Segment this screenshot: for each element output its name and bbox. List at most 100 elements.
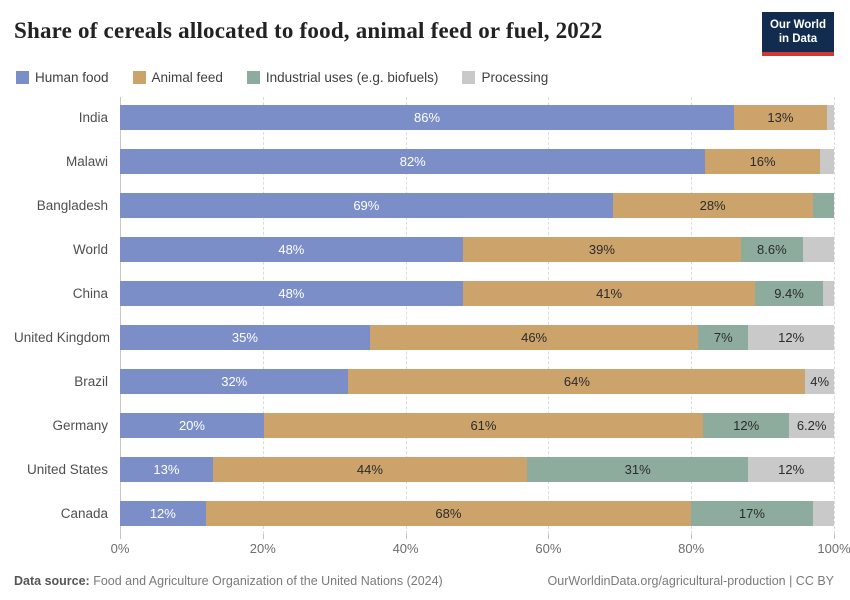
bar-value-label: 64% xyxy=(563,373,590,389)
bar-segment-processing[interactable] xyxy=(819,148,834,174)
country-label[interactable]: Germany xyxy=(52,417,108,433)
bar-segment-human-food[interactable]: 69% xyxy=(120,192,613,218)
bar-segment-animal-feed[interactable]: 39% xyxy=(462,236,742,262)
bar-track: 48% 39% 8.6% xyxy=(120,236,834,262)
owid-logo-line2: in Data xyxy=(778,32,818,45)
legend-item-industrial-uses-e-g-biofuels[interactable]: Industrial uses (e.g. biofuels) xyxy=(246,70,438,85)
bar-segment-industrial-uses-e-g-biofuels[interactable] xyxy=(812,192,834,218)
bar-value-label: 68% xyxy=(435,505,462,521)
bar-value-label: 12% xyxy=(149,505,176,521)
bar-value-label: 16% xyxy=(749,153,776,169)
axis-tick-mark xyxy=(548,533,550,539)
bar-segment-human-food[interactable]: 12% xyxy=(120,500,206,526)
bar-segment-human-food[interactable]: 35% xyxy=(120,324,370,350)
bar-value-label: 48% xyxy=(278,241,305,257)
country-label[interactable]: Canada xyxy=(60,505,108,521)
bar-value-label: 20% xyxy=(178,417,205,433)
bar-segment-human-food[interactable]: 48% xyxy=(120,236,463,262)
bar-value-label: 41% xyxy=(596,285,623,301)
data-source-label: Data source: xyxy=(14,573,90,588)
bar-value-label: 4% xyxy=(810,373,830,389)
bar-row-bangladesh: Bangladesh 69% 28% xyxy=(14,192,834,218)
bar-segment-animal-feed[interactable]: 44% xyxy=(212,456,527,482)
bar-segment-industrial-uses-e-g-biofuels[interactable]: 7% xyxy=(698,324,749,350)
bar-row-world: World 48% 39% 8.6% xyxy=(14,236,834,262)
bar-segment-industrial-uses-e-g-biofuels[interactable]: 31% xyxy=(526,456,749,482)
bar-segment-processing[interactable]: 12% xyxy=(748,456,834,482)
bar-segment-animal-feed[interactable]: 64% xyxy=(348,368,806,394)
chart-footer: Data source: Food and Agriculture Organi… xyxy=(14,574,834,588)
axis-tick-mark xyxy=(691,533,693,539)
bar-row-united-states: United States 13% 44% 31% 12% xyxy=(14,456,834,482)
legend-label: Animal feed xyxy=(151,69,223,85)
country-label[interactable]: United States xyxy=(26,461,108,477)
credit-link[interactable]: OurWorldinData.org/agricultural-producti… xyxy=(547,573,834,588)
legend-swatch-icon xyxy=(462,70,476,84)
bar-segment-industrial-uses-e-g-biofuels[interactable]: 17% xyxy=(691,500,813,526)
chart-area: India 86% 13% Malawi 82% 16% Bangladesh 69% 28% W… xyxy=(14,96,850,560)
bar-segment-processing[interactable] xyxy=(826,104,834,130)
bar-value-label: 39% xyxy=(588,241,615,257)
bar-segment-animal-feed[interactable]: 61% xyxy=(263,412,703,438)
bar-segment-animal-feed[interactable]: 28% xyxy=(612,192,813,218)
country-label[interactable]: United Kingdom xyxy=(14,329,111,345)
bar-value-label: 44% xyxy=(356,461,383,477)
bar-segment-human-food[interactable]: 82% xyxy=(120,148,706,174)
country-label[interactable]: India xyxy=(78,109,108,125)
bar-value-label: 61% xyxy=(470,417,497,433)
bar-value-label: 13% xyxy=(767,109,794,125)
bar-segment-industrial-uses-e-g-biofuels[interactable]: 12% xyxy=(702,412,790,438)
gridline-20 xyxy=(262,96,264,534)
bar-value-label: 32% xyxy=(221,373,248,389)
bar-segment-animal-feed[interactable]: 68% xyxy=(205,500,692,526)
bar-segment-human-food[interactable]: 48% xyxy=(120,280,463,306)
bar-value-label: 13% xyxy=(153,461,180,477)
bar-track: 35% 46% 7% 12% xyxy=(120,324,834,350)
bar-segment-processing[interactable] xyxy=(802,236,834,262)
axis-tick-mark xyxy=(120,533,121,539)
gridline-40 xyxy=(405,96,407,534)
bar-segment-processing[interactable]: 4% xyxy=(805,368,834,394)
bar-value-label: 12% xyxy=(778,461,805,477)
axis-tick-label: 60% xyxy=(535,540,562,556)
axis-tick-label: 80% xyxy=(678,540,705,556)
bar-value-label: 28% xyxy=(699,197,726,213)
bar-segment-processing[interactable] xyxy=(812,500,834,526)
legend-item-human-food[interactable]: Human food xyxy=(16,70,109,85)
bar-segment-processing[interactable]: 12% xyxy=(748,324,834,350)
gridline-100 xyxy=(834,96,835,534)
country-label[interactable]: China xyxy=(72,285,108,301)
bar-segment-animal-feed[interactable]: 46% xyxy=(369,324,699,350)
legend-item-processing[interactable]: Processing xyxy=(462,70,548,85)
bar-segment-human-food[interactable]: 86% xyxy=(120,104,735,130)
bar-segment-industrial-uses-e-g-biofuels[interactable]: 8.6% xyxy=(741,236,803,262)
legend-swatch-icon xyxy=(246,70,260,84)
legend-item-animal-feed[interactable]: Animal feed xyxy=(132,69,223,85)
plot-area: India 86% 13% Malawi 82% 16% Bangladesh 69% 28% W… xyxy=(14,96,835,534)
country-label[interactable]: World xyxy=(72,241,108,257)
bar-row-malawi: Malawi 82% 16% xyxy=(14,148,834,174)
country-label[interactable]: Brazil xyxy=(74,373,108,389)
bar-value-label: 12% xyxy=(733,417,760,433)
bar-segment-animal-feed[interactable]: 16% xyxy=(705,148,820,174)
bar-segment-industrial-uses-e-g-biofuels[interactable]: 9.4% xyxy=(755,280,823,306)
bar-value-label: 8.6% xyxy=(757,241,787,257)
bar-row-united-kingdom: United Kingdom 35% 46% 7% 12% xyxy=(14,324,834,350)
country-label[interactable]: Malawi xyxy=(65,153,108,169)
bar-value-label: 17% xyxy=(738,505,765,521)
country-label[interactable]: Bangladesh xyxy=(36,197,108,213)
bar-segment-processing[interactable] xyxy=(822,280,834,306)
bar-segment-human-food[interactable]: 32% xyxy=(120,368,349,394)
axis-tick-label: 40% xyxy=(392,540,419,556)
bar-track: 20% 61% 12% 6.2% xyxy=(120,412,834,438)
bar-segment-animal-feed[interactable]: 41% xyxy=(462,280,756,306)
legend-label: Processing xyxy=(481,69,549,85)
bar-value-label: 7% xyxy=(713,329,733,345)
gridline-0 xyxy=(120,96,121,534)
bar-segment-human-food[interactable]: 13% xyxy=(120,456,213,482)
axis-tick-mark xyxy=(405,533,407,539)
bar-segment-human-food[interactable]: 20% xyxy=(120,412,264,438)
bar-segment-processing[interactable]: 6.2% xyxy=(789,412,834,438)
bar-segment-animal-feed[interactable]: 13% xyxy=(734,104,827,130)
gridlines xyxy=(120,96,835,534)
